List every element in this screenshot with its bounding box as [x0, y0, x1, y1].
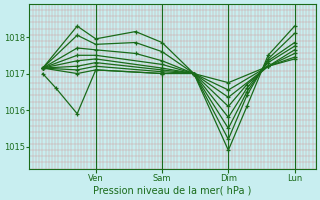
X-axis label: Pression niveau de la mer( hPa ): Pression niveau de la mer( hPa ) [93, 186, 252, 196]
